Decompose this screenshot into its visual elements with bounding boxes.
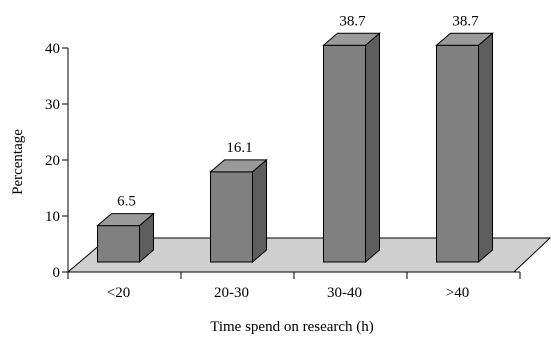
bar: [435, 32, 494, 264]
bar-front: [436, 44, 479, 263]
bar-front: [97, 225, 140, 263]
x-tick-label: 20-30: [214, 285, 249, 301]
labels: 0 10 20 30 40 6.5 <20 16.1 20-30 38.7 30-40 38.7 >40: [45, 13, 479, 301]
bar-side: [365, 32, 380, 264]
bar-top: [435, 32, 494, 46]
bar-side: [478, 32, 493, 264]
bar-side: [252, 158, 267, 264]
data-label: 38.7: [452, 13, 479, 29]
bars: [96, 32, 494, 264]
x-tick-label: >40: [446, 285, 469, 301]
x-tick-label: 30-40: [327, 285, 362, 301]
x-tick-label: <20: [107, 285, 130, 301]
bar-front: [210, 171, 253, 263]
bar: [96, 212, 155, 264]
axes: [62, 47, 521, 279]
y-tick-label: 10: [45, 209, 60, 225]
y-tick-label: 0: [53, 265, 61, 281]
bar-top: [209, 159, 268, 173]
x-axis-title: Time spend on research (h): [210, 319, 374, 335]
y-axis-title: Percentage: [10, 129, 26, 195]
y-tick-label: 30: [45, 97, 60, 113]
y-tick-label: 40: [45, 41, 60, 57]
bar-front: [323, 44, 366, 263]
data-label: 16.1: [226, 140, 252, 156]
y-tick-label: 20: [45, 153, 60, 169]
data-label: 38.7: [339, 13, 366, 29]
bar-top: [96, 213, 155, 227]
bar: [322, 32, 381, 264]
bar: [209, 158, 268, 264]
bar-top: [322, 32, 381, 46]
data-label: 6.5: [117, 194, 136, 210]
